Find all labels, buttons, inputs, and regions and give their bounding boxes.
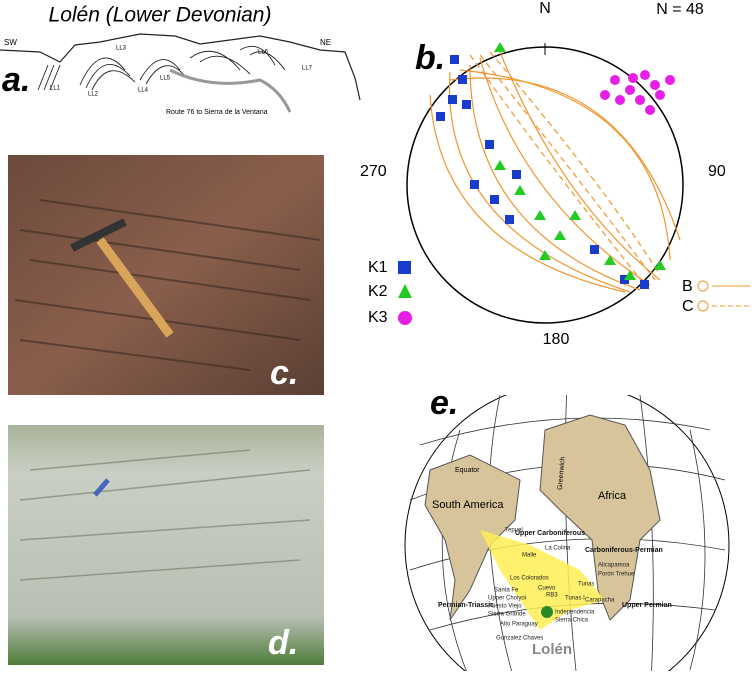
site: LL3 [116,46,127,52]
legend-label: K1 [368,259,388,276]
locality: Porón Trehue [598,572,635,578]
k3-points [600,70,675,115]
profile [0,33,361,101]
ne: NE [320,38,331,47]
south: 180 [543,331,570,348]
site: LL4 [138,88,149,94]
panel-label: e. [430,384,458,422]
sw: SW [4,38,17,47]
locality: Cuevo [538,586,556,592]
continent: Africa [598,490,627,502]
hammer-head [70,218,127,252]
hammer-handle [96,237,174,338]
folds [37,45,286,91]
panel-label: d. [268,624,298,662]
count: N = 48 [656,1,704,18]
photo [8,425,324,665]
foliation [19,449,311,581]
locality: Carapacha [585,598,615,604]
panel-label: a. [2,61,30,99]
site-label: Lolén [532,641,572,658]
site: LL1 [50,86,61,92]
locality: Puesto Viejo [488,604,522,610]
line-label: C [682,298,694,315]
locality: Sierra Grande [488,612,526,618]
title: Lolén (Lower Devonian) [49,4,272,27]
meridian: Greenwich [557,456,567,490]
locality: Tunas [578,582,594,588]
apw-path [480,530,605,630]
sites: LL1 LL2 LL3 LL4 LL5 LL6 LL7 [50,46,313,98]
legend-swatch [398,284,412,298]
panel-e-labels: e. Equator Greenwich South America Afric… [430,384,672,658]
great-circles [429,51,681,293]
period: Upper Permian [622,602,672,609]
locality: Alicapamoa [598,563,630,569]
north: N [539,0,551,17]
locality: Upper Choiyoi [488,596,526,602]
dashed-circles [469,51,661,286]
locality: Santa Fe [494,588,519,594]
k2-points [494,42,666,280]
locality: Malle [522,553,537,559]
locality: Los Colorados [510,576,549,582]
lolen-pole [541,606,553,618]
legend-label: K3 [368,309,388,326]
panel-label: b. [415,39,445,77]
site: LL6 [258,50,269,56]
locality: Independencia [555,610,595,616]
locality: RB3 [546,593,558,599]
locality: Gonzalez Chaves [496,636,543,642]
equator: Equator [455,467,480,474]
site: LL2 [88,92,99,98]
legend-swatch [398,311,412,325]
legend-symbol [697,300,709,312]
legend: K1 K2 K3 B C [368,259,750,326]
pen [93,478,110,497]
panel-b: N N = 48 270 90 180 K1 K2 K3 B C b. [360,0,750,348]
panel-e [404,395,730,671]
west: 270 [360,163,387,180]
east: 90 [708,163,726,180]
locality: Tunas I [565,596,585,602]
panel-c: c. [8,155,324,395]
period: Carboniferous-Permian [585,547,663,554]
locality: La Colina [545,546,571,552]
legend-label: K2 [368,283,388,300]
period: Permian-Triassic [438,602,494,609]
photo [8,155,324,395]
site: LL5 [160,76,171,82]
panel-label: c. [270,354,298,392]
panel-a: Lolén (Lower Devonian) SW NE LL1 LL2 LL3… [0,4,361,116]
continent: South America [432,499,504,511]
route [169,68,292,113]
legend-symbol [697,280,709,292]
locality: Alto Paraguay [500,622,538,628]
locality: Tepuel [505,528,523,534]
africa [539,414,661,621]
period: Upper Carboniferous [515,530,585,537]
south-america [424,454,521,621]
panel-d: d. [8,425,324,665]
locality: Sierra Chica [555,618,589,624]
site: LL7 [302,66,313,72]
route-label: Route 76 to Sierra de la Ventana [166,109,268,116]
legend-swatch [398,261,411,274]
line-label: B [682,278,693,295]
